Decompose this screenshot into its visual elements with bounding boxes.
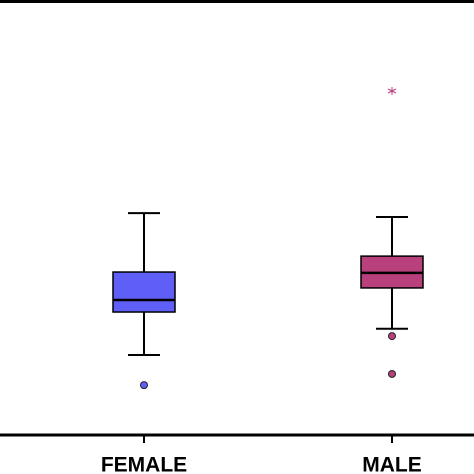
extreme-outlier — [387, 87, 397, 95]
outlier — [140, 381, 148, 390]
outlier — [388, 332, 396, 341]
box — [112, 271, 176, 313]
outlier — [388, 369, 396, 378]
x-tick-label: FEMALE — [101, 454, 187, 474]
x-tick-label: MALE — [362, 454, 422, 474]
